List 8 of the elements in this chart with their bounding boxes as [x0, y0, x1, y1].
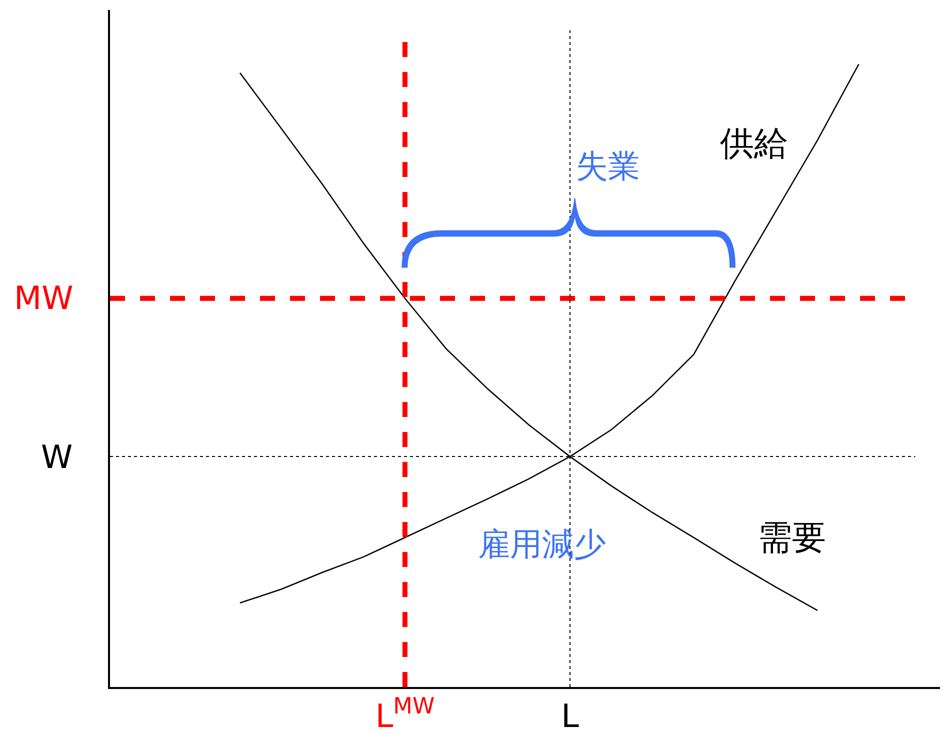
x-tick-label: L [561, 697, 580, 736]
ref-line-label: MW [14, 279, 74, 317]
annotation: 失業 [576, 147, 640, 185]
series-label: 需要 [758, 518, 826, 558]
annotation: 雇用減少 [478, 525, 606, 563]
ref-line-label: W [41, 438, 73, 476]
x-tick-label: L$^{MW}$ [375, 694, 435, 736]
series-label: 供給 [720, 124, 788, 164]
